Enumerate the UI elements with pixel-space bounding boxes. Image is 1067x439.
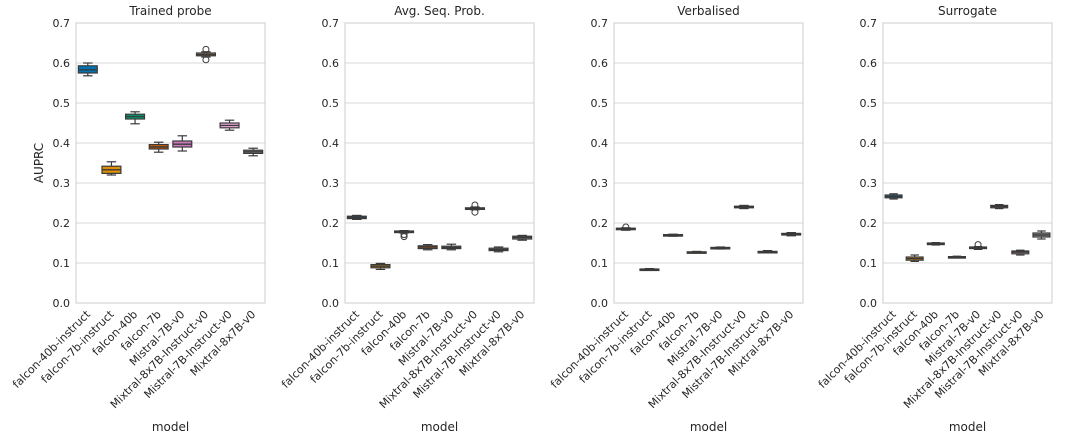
- box-Mistral-7B-v0: [172, 135, 193, 152]
- outlier-point: [622, 223, 630, 231]
- y-tick-label: 0.2: [860, 217, 878, 230]
- axes-frame: [613, 22, 804, 304]
- y-tick-label: 0.2: [322, 217, 340, 230]
- box-falcon-7b-instruct: [639, 268, 660, 272]
- box-Mixtral-8x7B-v0: [243, 147, 264, 157]
- box-falcon-7b: [417, 244, 438, 251]
- y-tick-label: 0.6: [860, 57, 878, 70]
- y-tick-label: 0.5: [591, 97, 609, 110]
- y-tick-label: 0.1: [591, 257, 609, 270]
- chart-title: Trained probe: [128, 4, 211, 18]
- box-falcon-40b-instruct: [884, 193, 903, 200]
- y-tick-label: 0.0: [860, 297, 878, 310]
- chart-panel-2: 0.0 0.1 0.2 0.3 0.4 0.5 0.6 0.7 Avg. Seq. Prob. m…: [279, 4, 535, 434]
- box-falcon-40b: [926, 242, 945, 246]
- y-tick-label: 0.5: [53, 97, 71, 110]
- box-falcon-40b-instruct: [615, 223, 636, 231]
- box-Mistral-7B-Instruct-v0: [219, 119, 240, 131]
- x-axis-label: model: [690, 420, 727, 434]
- chart-title: Avg. Seq. Prob.: [394, 4, 485, 18]
- y-axis-label: AUPRC: [32, 143, 46, 183]
- box-falcon-7b-instruct: [905, 254, 924, 262]
- y-tick-label: 0.6: [591, 57, 609, 70]
- y-tick-label: 0.6: [322, 57, 340, 70]
- box-Mixtral-8x7B-Instruct-v0: [195, 45, 216, 64]
- chart-title: Verbalised: [677, 4, 739, 18]
- y-tick-label: 0.4: [322, 137, 340, 150]
- y-tick-label: 0.3: [53, 177, 71, 190]
- chart-panel-4: 0.00.10.20.30.40.50.60.7Surrogatemodelfa…: [816, 4, 1053, 434]
- y-tick-label: 0.1: [322, 257, 340, 270]
- box-falcon-40b: [394, 230, 415, 241]
- y-tick-label: 0.0: [53, 297, 71, 310]
- box-falcon-40b-instruct: [77, 62, 98, 77]
- y-tick-label: 0.5: [322, 97, 340, 110]
- axes-frame: [75, 22, 266, 304]
- x-axis-label: model: [152, 420, 189, 434]
- box-Mistral-7B-v0: [710, 246, 731, 250]
- box-falcon-40b: [125, 111, 146, 125]
- y-tick-label: 0.4: [860, 137, 878, 150]
- box-Mixtral-8x7B-Instruct-v0: [733, 204, 754, 210]
- box-Mistral-7B-Instruct-v0: [1011, 249, 1030, 256]
- outlier-point: [471, 201, 479, 209]
- y-tick-label: 0.1: [860, 257, 878, 270]
- y-tick-label: 0.0: [591, 297, 609, 310]
- outlier-point: [400, 233, 408, 241]
- box-Mixtral-8x7B-v0: [1032, 230, 1051, 240]
- x-axis-label: model: [949, 420, 986, 434]
- outlier-point: [471, 208, 479, 216]
- box-Mixtral-8x7B-Instruct-v0: [990, 204, 1009, 210]
- box-Mistral-7B-v0: [441, 243, 462, 251]
- box-Mistral-7B-v0: [969, 241, 988, 250]
- box-falcon-7b-instruct: [101, 161, 122, 176]
- outlier-point: [202, 45, 210, 53]
- y-tick-label: 0.7: [860, 17, 878, 30]
- axes-frame: [344, 22, 535, 304]
- box-Mixtral-8x7B-Instruct-v0: [464, 201, 485, 216]
- box-Mixtral-8x7B-v0: [781, 232, 802, 237]
- y-tick-label: 0.7: [322, 17, 340, 30]
- outlier-point: [974, 241, 982, 249]
- y-tick-label: 0.3: [322, 177, 340, 190]
- y-tick-label: 0.4: [591, 137, 609, 150]
- outlier-point: [202, 56, 210, 64]
- x-axis-label: model: [421, 420, 458, 434]
- outlier-point: [400, 231, 408, 239]
- y-tick-label: 0.2: [591, 217, 609, 230]
- box-falcon-7b: [148, 141, 169, 153]
- y-tick-label: 0.6: [53, 57, 71, 70]
- chart-title: Surrogate: [938, 4, 997, 18]
- box-Mistral-7B-Instruct-v0: [488, 246, 509, 253]
- box-falcon-40b-instruct: [346, 214, 367, 220]
- y-tick-label: 0.4: [53, 137, 71, 150]
- y-tick-label: 0.1: [53, 257, 71, 270]
- axes-frame: [882, 22, 1053, 304]
- y-tick-label: 0.3: [591, 177, 609, 190]
- y-tick-label: 0.7: [591, 17, 609, 30]
- box-falcon-7b: [686, 250, 707, 254]
- box-Mixtral-8x7B-v0: [512, 234, 533, 241]
- y-tick-label: 0.3: [860, 177, 878, 190]
- box-falcon-40b: [663, 233, 684, 237]
- chart-panel-3: 0.00.10.20.30.40.50.60.7Verbalisedmodelf…: [548, 4, 804, 434]
- y-tick-label: 0.7: [53, 17, 71, 30]
- y-tick-label: 0.5: [860, 97, 878, 110]
- y-tick-label: 0.0: [322, 297, 340, 310]
- box-falcon-7b-instruct: [370, 262, 391, 270]
- box-Mistral-7B-Instruct-v0: [757, 250, 778, 254]
- y-tick-label: 0.2: [53, 217, 71, 230]
- box-falcon-7b: [947, 255, 966, 259]
- chart-panel-1: 0.0 0.1 0.2 0.3 0.4 0.5 0.6 0.7 Trained probe AUP…: [10, 4, 266, 434]
